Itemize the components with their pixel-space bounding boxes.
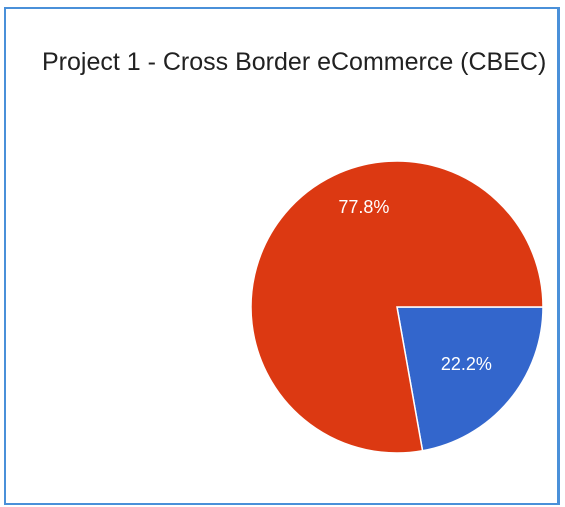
pie-labels: 22.2% 77.8% bbox=[338, 197, 492, 374]
pie-slice-label-1: 77.8% bbox=[338, 197, 389, 217]
pie-slice-1[interactable] bbox=[250, 160, 544, 454]
pie-slices bbox=[250, 160, 544, 454]
pie-slice-label-0: 22.2% bbox=[441, 354, 492, 374]
chart-title: Project 1 - Cross Border eCommerce (CBEC… bbox=[42, 48, 547, 76]
pie-slice-0[interactable] bbox=[396, 306, 544, 452]
